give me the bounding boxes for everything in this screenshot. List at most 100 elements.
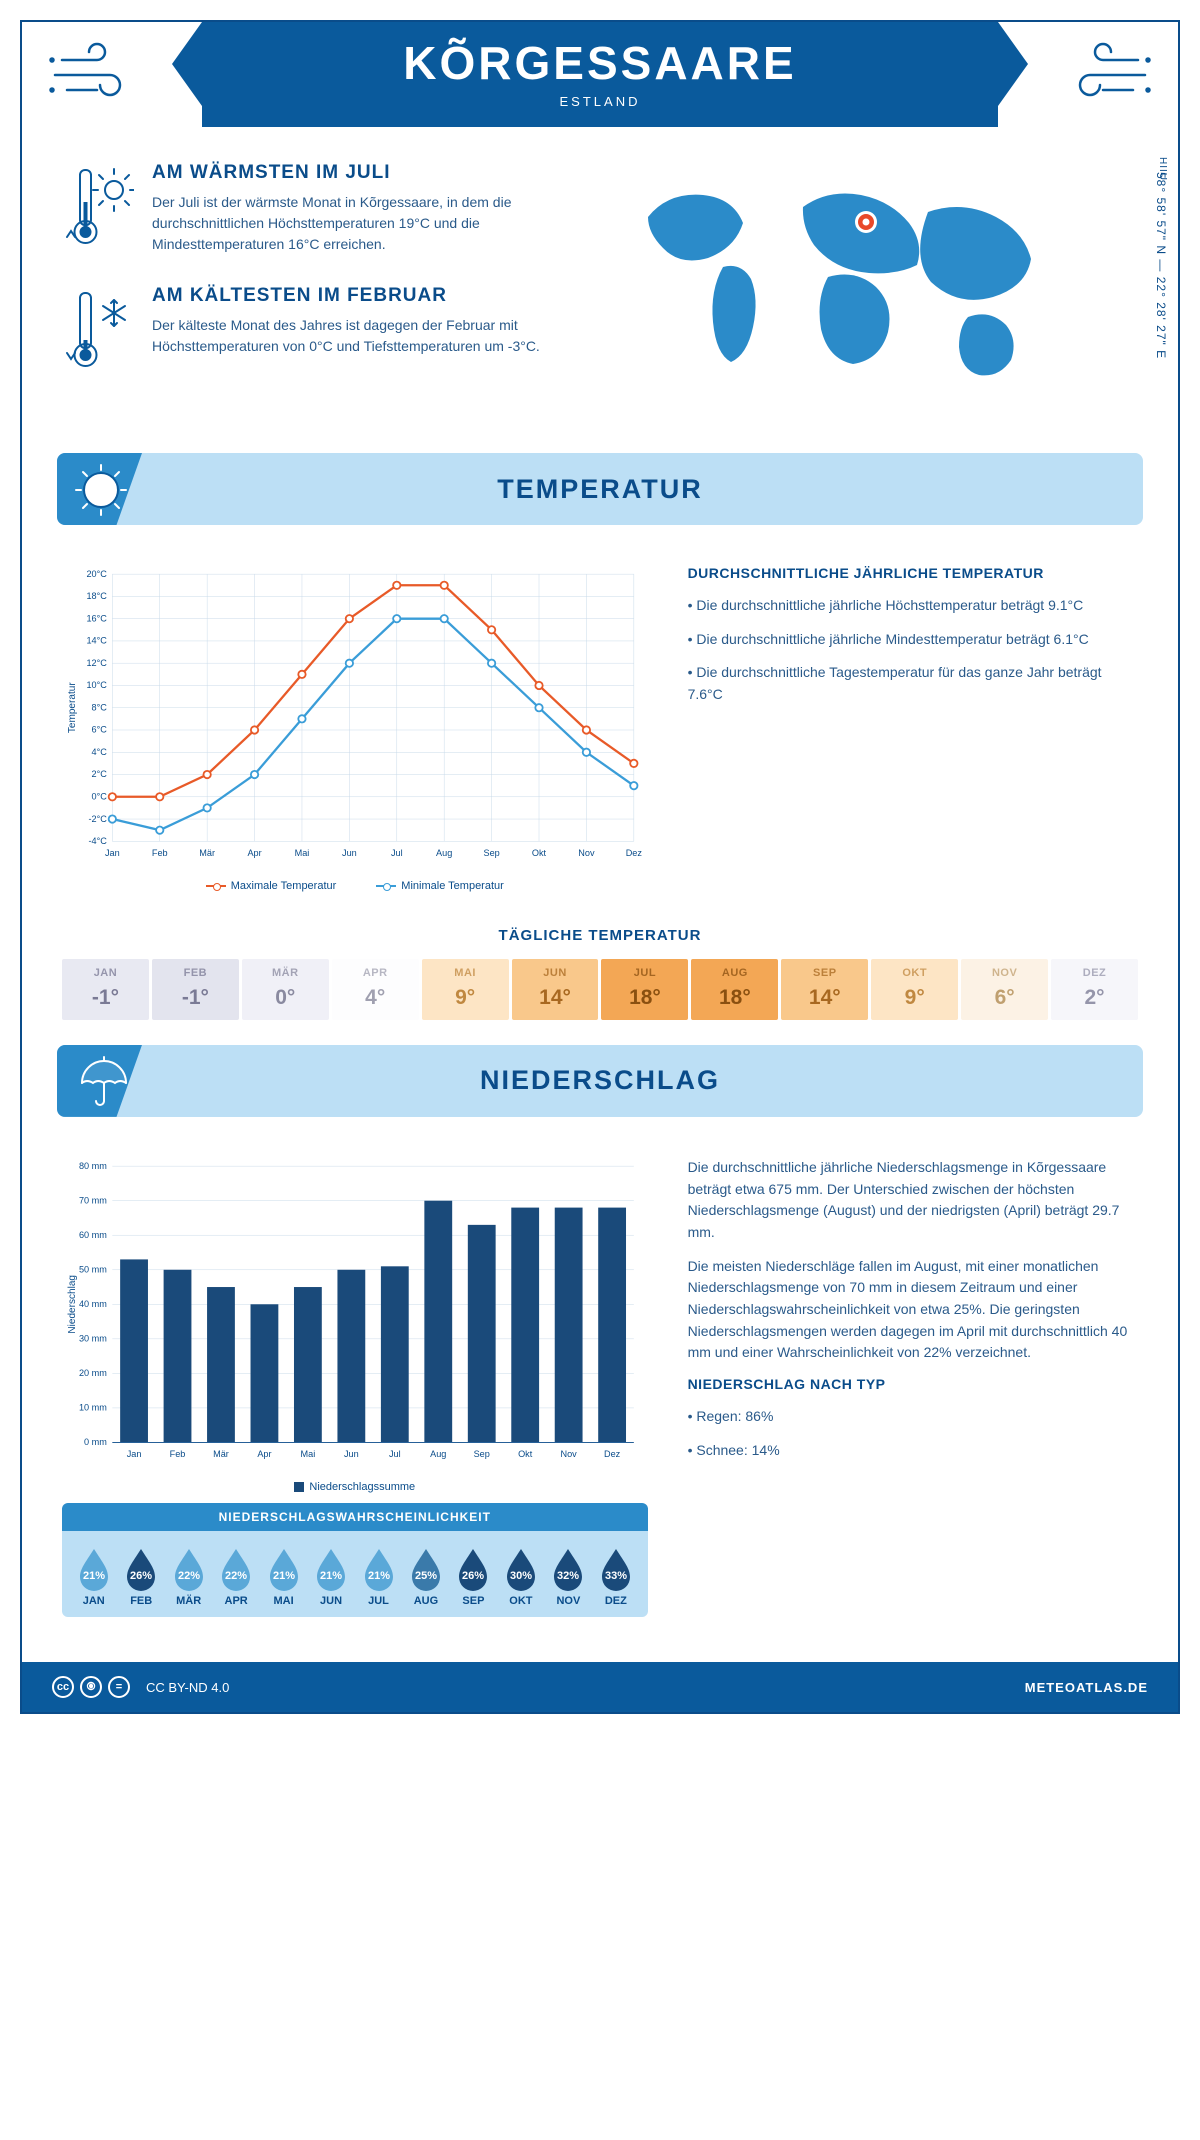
svg-text:21%: 21% (273, 1570, 295, 1582)
svg-text:Mär: Mär (213, 1449, 229, 1459)
legend-max: Maximale Temperatur (206, 880, 337, 892)
temperature-chart: -4°C-2°C0°C2°C4°C6°C8°C10°C12°C14°C16°C1… (62, 565, 648, 892)
temp-cell: MAI9° (422, 959, 509, 1020)
svg-text:Nov: Nov (561, 1449, 578, 1459)
svg-text:4°C: 4°C (92, 747, 108, 757)
temp-cell: FEB-1° (152, 959, 239, 1020)
thermometer-snow-icon (62, 285, 134, 380)
prob-drop: 21%JUN (309, 1545, 352, 1607)
temp-bullet: Die durchschnittliche Tagestemperatur fü… (688, 662, 1138, 705)
temp-cell: MÄR0° (242, 959, 329, 1020)
temp-cell: AUG18° (691, 959, 778, 1020)
fact-warm-text: Der Juli ist der wärmste Monat in Kõrges… (152, 192, 583, 255)
svg-text:21%: 21% (320, 1570, 342, 1582)
svg-text:Feb: Feb (170, 1449, 186, 1459)
umbrella-icon (72, 1053, 130, 1116)
prob-drop: 22%APR (214, 1545, 257, 1607)
svg-text:Apr: Apr (257, 1449, 271, 1459)
temp-cell: APR4° (332, 959, 419, 1020)
temp-cell: JUL18° (601, 959, 688, 1020)
temp-cell: SEP14° (781, 959, 868, 1020)
daily-temp-grid: JAN-1°FEB-1°MÄR0°APR4°MAI9°JUN14°JUL18°A… (62, 959, 1138, 1020)
svg-text:Jan: Jan (105, 848, 120, 858)
prob-drop: 32%NOV (547, 1545, 590, 1607)
prob-drop: 22%MÄR (167, 1545, 210, 1607)
prob-drop: 30%OKT (499, 1545, 542, 1607)
prob-drop: 25%AUG (404, 1545, 447, 1607)
by-icon: 🞊 (80, 1676, 102, 1698)
precip-types: Regen: 86%Schnee: 14% (688, 1406, 1138, 1461)
license-block: cc 🞊 = CC BY-ND 4.0 (52, 1676, 229, 1698)
svg-text:21%: 21% (367, 1570, 389, 1582)
daily-temp-heading: TÄGLICHE TEMPERATUR (22, 927, 1178, 944)
precip-type-heading: NIEDERSCHLAG NACH TYP (688, 1376, 1138, 1392)
precipitation-title: NIEDERSCHLAG (480, 1065, 720, 1096)
precip-p2: Die meisten Niederschläge fallen im Augu… (688, 1256, 1138, 1364)
svg-text:Jun: Jun (344, 1449, 359, 1459)
svg-text:26%: 26% (130, 1570, 152, 1582)
svg-text:14°C: 14°C (86, 636, 107, 646)
license-text: CC BY-ND 4.0 (146, 1680, 229, 1695)
svg-text:25%: 25% (415, 1570, 437, 1582)
site-name: METEOATLAS.DE (1025, 1680, 1148, 1695)
svg-text:Temperatur: Temperatur (67, 682, 78, 733)
temp-cell: NOV6° (961, 959, 1048, 1020)
svg-text:-4°C: -4°C (88, 836, 107, 846)
world-map: HIIU 58° 58' 57" N — 22° 28' 27" E (618, 162, 1139, 408)
fact-cold-text: Der kälteste Monat des Jahres ist dagege… (152, 315, 583, 357)
svg-text:Mai: Mai (295, 848, 310, 858)
svg-text:0 mm: 0 mm (84, 1437, 107, 1447)
svg-text:Aug: Aug (436, 848, 452, 858)
svg-text:Mär: Mär (199, 848, 215, 858)
fact-warm-title: AM WÄRMSTEN IM JULI (152, 162, 583, 184)
svg-text:26%: 26% (462, 1570, 484, 1582)
temp-cell: OKT9° (871, 959, 958, 1020)
svg-text:20°C: 20°C (86, 569, 107, 579)
svg-text:Okt: Okt (518, 1449, 533, 1459)
fact-cold: AM KÄLTESTEN IM FEBRUAR Der kälteste Mon… (62, 285, 583, 380)
svg-text:Nov: Nov (578, 848, 595, 858)
precipitation-banner: NIEDERSCHLAG (57, 1045, 1143, 1117)
sun-icon (72, 461, 130, 524)
svg-text:-2°C: -2°C (88, 814, 107, 824)
temp-bullet: Die durchschnittliche jährliche Höchstte… (688, 595, 1138, 617)
svg-text:Okt: Okt (532, 848, 547, 858)
svg-text:Jul: Jul (389, 1449, 401, 1459)
prob-drop: 21%JAN (72, 1545, 115, 1607)
svg-text:18°C: 18°C (86, 591, 107, 601)
svg-text:30%: 30% (510, 1570, 532, 1582)
svg-text:32%: 32% (557, 1570, 579, 1582)
svg-text:0°C: 0°C (92, 792, 108, 802)
svg-text:10°C: 10°C (86, 680, 107, 690)
svg-text:8°C: 8°C (92, 702, 108, 712)
temp-cell: JUN14° (512, 959, 599, 1020)
svg-text:6°C: 6°C (92, 725, 108, 735)
wind-deco-left-icon (47, 40, 142, 120)
svg-text:30 mm: 30 mm (79, 1334, 107, 1344)
svg-text:Dez: Dez (626, 848, 643, 858)
prob-drop: 33%DEZ (594, 1545, 637, 1607)
svg-text:Jan: Jan (127, 1449, 142, 1459)
page-title: KÕRGESSAARE (202, 36, 998, 90)
legend-min: Minimale Temperatur (376, 880, 504, 892)
precip-p1: Die durchschnittliche jährliche Niedersc… (688, 1157, 1138, 1244)
svg-text:40 mm: 40 mm (79, 1299, 107, 1309)
precip-type: Regen: 86% (688, 1406, 1138, 1428)
temp-bullets: Die durchschnittliche jährliche Höchstte… (688, 595, 1138, 706)
svg-text:22%: 22% (178, 1570, 200, 1582)
precip-probability: NIEDERSCHLAGSWAHRSCHEINLICHKEIT 21%JAN26… (62, 1503, 648, 1617)
svg-text:12°C: 12°C (86, 658, 107, 668)
footer: cc 🞊 = CC BY-ND 4.0 METEOATLAS.DE (22, 1662, 1178, 1712)
svg-text:Niederschlag: Niederschlag (67, 1275, 78, 1334)
svg-text:Sep: Sep (474, 1449, 490, 1459)
prob-drop: 26%FEB (119, 1545, 162, 1607)
temperature-title: TEMPERATUR (497, 474, 703, 505)
svg-text:Jun: Jun (342, 848, 357, 858)
legend-precip: Niederschlagssumme (294, 1481, 415, 1493)
svg-text:21%: 21% (83, 1570, 105, 1582)
svg-text:Apr: Apr (247, 848, 261, 858)
svg-text:Sep: Sep (483, 848, 499, 858)
svg-text:Feb: Feb (152, 848, 168, 858)
prob-drop: 26%SEP (452, 1545, 495, 1607)
svg-text:10 mm: 10 mm (79, 1403, 107, 1413)
